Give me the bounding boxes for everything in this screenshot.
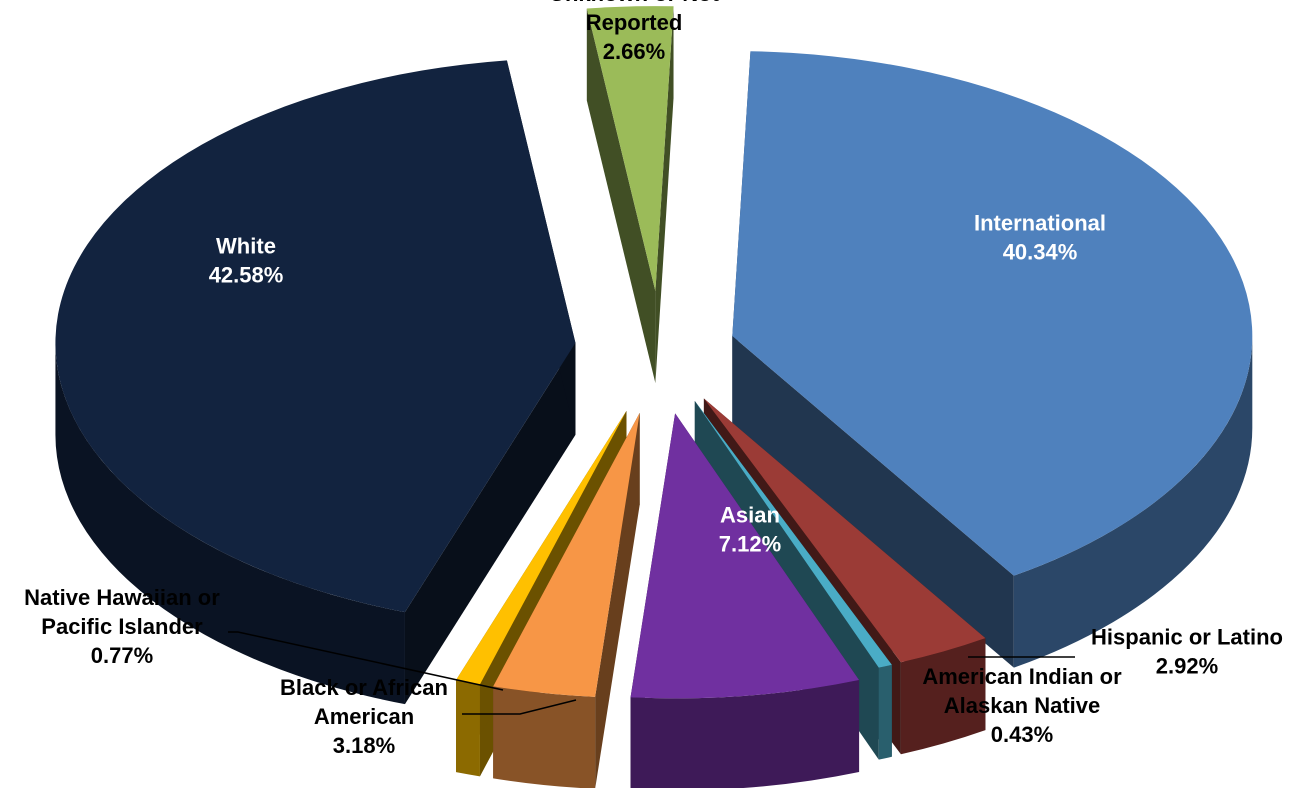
slice-unknown-or-not-reported <box>586 6 674 384</box>
slice-side-native-hawaiian-or-pacific-islander <box>456 680 480 777</box>
category-label: Native Hawaiian or <box>24 585 220 610</box>
label-unknown-or-not-reported: Unknown or Not Reported 2.66% <box>549 0 720 64</box>
category-label: Reported <box>586 10 683 35</box>
slice-side-asian <box>630 679 860 788</box>
leader-lines <box>228 631 1075 715</box>
category-label: Pacific Islander <box>41 614 203 639</box>
category-label: Hispanic or Latino <box>1091 625 1283 650</box>
label-hispanic-or-latino: Hispanic or Latino 2.92% <box>1091 625 1283 679</box>
slice-top-white <box>55 60 576 613</box>
category-label: American <box>314 704 414 729</box>
label-international: International 40.34% <box>974 211 1106 265</box>
category-label: Alaskan Native <box>944 693 1101 718</box>
label-asian: Asian 7.12% <box>719 503 781 557</box>
category-label: Black or African <box>280 675 448 700</box>
category-label: International <box>974 211 1106 236</box>
label-group: International 40.34% Hispanic or Latino 2.9… <box>24 0 1283 758</box>
leader-line-native-hawaiian <box>228 631 504 691</box>
category-label: Asian <box>720 503 780 528</box>
slice-wall-international-1 <box>732 336 1014 668</box>
category-label: White <box>216 234 276 259</box>
value-label: 7.12% <box>719 532 781 557</box>
slice-top-international <box>732 51 1253 576</box>
slice-top-american-indian-or-alaskan-native <box>694 401 892 668</box>
slice-top-native-hawaiian-or-pacific-islander <box>456 410 627 685</box>
slice-asian <box>630 413 860 788</box>
category-label: Unknown or Not <box>549 0 720 6</box>
slice-top-asian <box>630 413 860 699</box>
slice-wall-unknown-or-not-reported-0 <box>586 8 656 384</box>
label-white: White 42.58% <box>209 234 284 288</box>
slice-top-hispanic-or-latino <box>703 398 986 663</box>
category-label: American Indian or <box>922 664 1122 689</box>
slice-side-american-indian-or-alaskan-native <box>878 664 892 760</box>
value-label: 42.58% <box>209 263 284 288</box>
value-label: 2.66% <box>603 39 665 64</box>
slice-black-or-african-american <box>493 412 640 788</box>
slice-side-international <box>1013 336 1253 668</box>
slice-top-unknown-or-not-reported <box>586 6 674 292</box>
slice-wall-unknown-or-not-reported-1 <box>655 6 674 384</box>
value-label: 3.18% <box>333 733 395 758</box>
slice-white <box>55 60 576 705</box>
leader-line-black-african-american <box>462 699 577 715</box>
slice-side-black-or-african-american <box>493 686 596 788</box>
slice-side-hispanic-or-latino <box>900 638 986 755</box>
value-label: 0.43% <box>991 722 1053 747</box>
label-native-hawaiian-or-pacific-islander: Native Hawaiian or Pacific Islander 0.77% <box>24 585 220 668</box>
value-label: 2.92% <box>1156 654 1218 679</box>
slice-group <box>55 6 1253 788</box>
slice-top-black-or-african-american <box>493 412 640 697</box>
value-label: 40.34% <box>1003 240 1078 265</box>
label-american-indian-or-alaskan-native: American Indian or Alaskan Native 0.43% <box>922 664 1122 747</box>
value-label: 0.77% <box>91 643 153 668</box>
slice-international <box>732 51 1253 668</box>
slice-wall-white-0 <box>404 342 576 705</box>
label-black-or-african-american: Black or African American 3.18% <box>280 675 448 758</box>
slice-side-white <box>55 342 405 705</box>
